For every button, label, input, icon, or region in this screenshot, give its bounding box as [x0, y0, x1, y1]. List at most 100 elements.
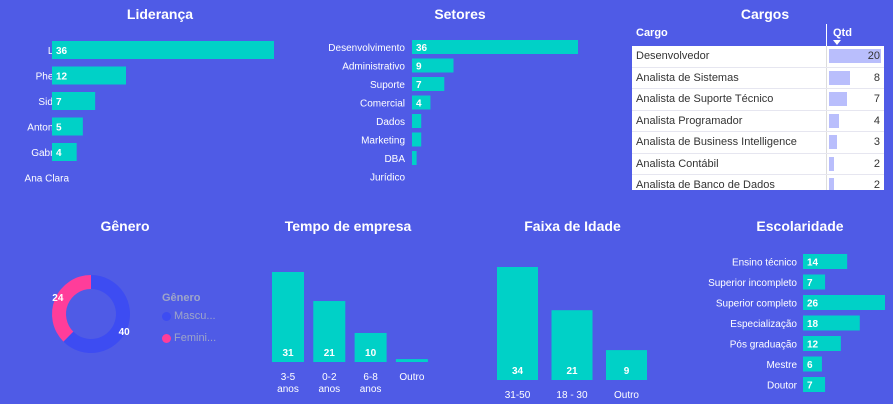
- qtd-bar: [829, 113, 840, 128]
- lideranca-bar-sidney: [52, 92, 96, 110]
- setores-label-suporte: Suporte: [370, 80, 405, 91]
- cargos-table-row[interactable]: Desenvolvedor 20: [632, 46, 884, 68]
- lideranca-label-antonella: Antonella: [27, 123, 69, 134]
- qtd-value: 8: [873, 71, 880, 84]
- setores-label-comercial: Comercial: [360, 99, 405, 110]
- escolaridade-bar-superior-completo: [803, 295, 885, 310]
- escolaridade-value-ensino-tecnico: 14: [807, 258, 819, 269]
- cargos-table-row[interactable]: Analista de Banco de Dados 2: [632, 175, 884, 190]
- lideranca-title: Liderança: [126, 6, 194, 22]
- qtd-cell: 2: [826, 153, 884, 174]
- qtd-cell: 20: [826, 46, 884, 67]
- cargos-table-header: Cargo Qtd: [632, 24, 884, 46]
- tempo-tick-label: Outro: [399, 372, 424, 383]
- tempo-tick-label: anos: [360, 384, 382, 395]
- qtd-bar: [829, 92, 848, 106]
- qtd-bar: [829, 178, 835, 190]
- qtd-cell: 4: [826, 110, 884, 131]
- cargos-table-body: Desenvolvedor 20 Analista de Sistemas 8 Anal…: [632, 46, 884, 190]
- setores-label-dados: Dados: [376, 117, 405, 128]
- lideranca-value-antonella: 5: [56, 123, 62, 134]
- escolaridade-bar-mestre: [803, 356, 822, 372]
- escolaridade-bar-doutor: [803, 377, 826, 392]
- setores-bar-marketing: [412, 132, 422, 147]
- qtd-value: 7: [873, 93, 880, 105]
- setores-bar-suporte: [412, 77, 445, 91]
- setores-bar-dba: [412, 151, 417, 165]
- tempo-value-0-2-anos: 21: [324, 348, 336, 359]
- setores-bar-administrativo: [412, 58, 454, 73]
- tempo-bar-3-5-anos: [272, 272, 304, 362]
- setores-label-dba: DBA: [384, 154, 405, 165]
- escolaridade-value-superior-completo: 26: [807, 299, 819, 310]
- tempo-tick-label: anos: [318, 384, 340, 395]
- setores-title: Setores: [434, 6, 486, 22]
- qtd-cell: 7: [826, 89, 884, 110]
- lideranca-value-phelipp: 12: [56, 72, 68, 83]
- escolaridade-title: Escolaridade: [756, 218, 844, 234]
- tempo-title: Tempo de empresa: [284, 218, 412, 234]
- cargo-column-header[interactable]: Cargo: [636, 27, 668, 39]
- legend-label-feminino: Femini...: [174, 332, 217, 344]
- qtd-value: 4: [873, 114, 880, 127]
- cargo-cell: Analista de Sistemas: [636, 71, 739, 84]
- escolaridade-label-especializacao: Especialização: [730, 319, 797, 330]
- setores-label-desenvolvimento: Desenvolvimento: [328, 43, 405, 54]
- setores-value-suporte: 7: [416, 80, 422, 91]
- cargo-cell: Analista de Banco de Dados: [636, 179, 775, 190]
- lideranca-value-gabriela: 4: [56, 148, 62, 159]
- tempo-tick-label: 3-5: [281, 372, 296, 383]
- escolaridade-value-pos-graduacao: 12: [807, 340, 819, 351]
- cargos-table-row[interactable]: Analista Programador 4: [632, 110, 884, 132]
- legend-item-feminino[interactable]: Femini...: [162, 332, 216, 344]
- genero-slice-mascu: [63, 275, 130, 353]
- cargo-cell: Analista de Suporte Técnico: [636, 93, 774, 105]
- escolaridade-label-ensino-tecnico: Ensino técnico: [732, 258, 797, 269]
- qtd-bar: [829, 70, 850, 85]
- cargos-table-row[interactable]: Analista de Business Intelligence 3: [632, 132, 884, 154]
- legend-dot-feminino: [162, 333, 171, 343]
- lideranca-bar-laila: [52, 41, 274, 59]
- escolaridade-label-mestre: Mestre: [766, 360, 797, 371]
- qtd-bar: [829, 156, 835, 171]
- escolaridade-value-doutor: 7: [807, 381, 813, 392]
- legend-item-masculino[interactable]: Mascu...: [162, 310, 216, 322]
- escolaridade-value-especializacao: 18: [807, 319, 819, 330]
- escolaridade-value-mestre: 6: [807, 360, 813, 371]
- escolaridade-bar-ensino-tecnico: [803, 254, 848, 269]
- genero-donut-chart: 40 24: [51, 275, 130, 353]
- escolaridade-value-superior-incompleto: 7: [807, 278, 813, 289]
- cargos-table-row[interactable]: Analista Contábil 2: [632, 153, 884, 175]
- lideranca-value-laila: 36: [56, 46, 68, 57]
- setores-label-juridico: Jurídico: [370, 173, 405, 184]
- qtd-value: 20: [867, 50, 880, 62]
- idade-bar-outro: [606, 350, 647, 380]
- cargo-cell: Analista Programador: [636, 114, 743, 127]
- lideranca-bar-antonella: [52, 117, 83, 136]
- cargo-cell: Analista de Business Intelligence: [636, 136, 797, 148]
- legend-label-masculino: Mascu...: [174, 310, 216, 322]
- escolaridade-bar-especializacao: [803, 315, 860, 331]
- tempo-bar-outro: [395, 359, 428, 362]
- idade-tick-label: 31-50: [505, 390, 531, 401]
- lideranca-bar-phelipp: [52, 66, 126, 85]
- cargo-cell: Analista Contábil: [636, 157, 719, 170]
- qtd-column-header[interactable]: Qtd: [826, 24, 884, 46]
- genero-legend-title: Gênero: [162, 292, 201, 304]
- qtd-value: 3: [873, 136, 880, 148]
- cargos-table-row[interactable]: Analista de Suporte Técnico 7: [632, 89, 884, 111]
- qtd-value: 2: [873, 179, 880, 190]
- setores-bar-desenvolvimento: [412, 40, 578, 54]
- qtd-cell: 8: [826, 67, 884, 88]
- setores-label-administrativo: Administrativo: [342, 62, 405, 73]
- cargos-table-row[interactable]: Analista de Sistemas 8: [632, 67, 884, 89]
- idade-value-outro: 9: [624, 366, 630, 377]
- qtd-bar: [829, 49, 881, 63]
- setores-value-administrativo: 9: [416, 62, 422, 73]
- qtd-cell: 2: [826, 175, 884, 190]
- tempo-bar-6-8-anos: [354, 332, 387, 362]
- setores-value-desenvolvimento: 36: [416, 43, 428, 54]
